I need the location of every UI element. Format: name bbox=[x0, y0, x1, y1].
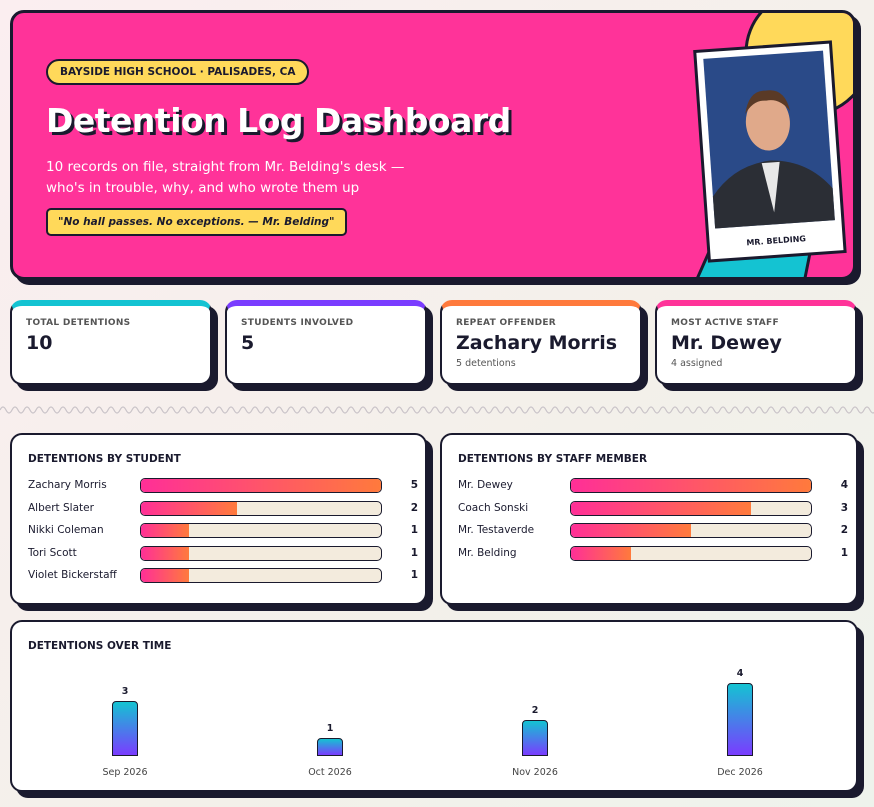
bar-track bbox=[570, 500, 812, 516]
column-value: 4 bbox=[736, 668, 744, 679]
bar bbox=[571, 501, 751, 515]
column: 3 Sep 2026 bbox=[85, 662, 165, 778]
column-bar bbox=[112, 701, 138, 756]
bar-track bbox=[140, 568, 382, 583]
bar-label: Mr. Dewey bbox=[458, 479, 513, 491]
bar-label: Tori Scott bbox=[28, 546, 77, 559]
panel-title: DETENTIONS BY STAFF MEMBER bbox=[458, 453, 648, 465]
bar-label: Coach Sonski bbox=[458, 501, 529, 514]
bar-value: 2 bbox=[410, 501, 418, 514]
bar-track bbox=[570, 545, 812, 561]
page-title: Detention Log Dashboard bbox=[46, 101, 511, 140]
column-value: 1 bbox=[326, 722, 334, 734]
stat-card: REPEAT OFFENDER Zachary Morris 5 detention… bbox=[440, 300, 642, 385]
stat-label: REPEAT OFFENDER bbox=[456, 318, 557, 328]
bar-label: Nikki Coleman bbox=[28, 524, 104, 536]
bar-value: 1 bbox=[840, 546, 848, 559]
bar bbox=[141, 524, 189, 537]
x-label: Dec 2026 bbox=[717, 767, 763, 778]
bar-value: 1 bbox=[410, 524, 418, 536]
photo-card: MR. BELDING bbox=[693, 40, 847, 263]
bar-label: Violet Bickerstaff bbox=[28, 569, 117, 581]
x-label: Oct 2026 bbox=[308, 767, 352, 778]
x-label: Sep 2026 bbox=[102, 767, 148, 778]
time-panel: DETENTIONS OVER TIME 3 Sep 2026 1 Oct 2026 2… bbox=[10, 620, 858, 792]
stat-note: 5 detentions bbox=[456, 358, 516, 369]
stat-value: 10 bbox=[26, 332, 53, 354]
panel-title: DETENTIONS BY STUDENT bbox=[28, 453, 181, 465]
photo-shirt bbox=[761, 161, 780, 213]
bar bbox=[141, 501, 237, 515]
bar-value: 2 bbox=[840, 524, 848, 536]
school-badge: BAYSIDE HIGH SCHOOL · PALISADES, CA bbox=[46, 59, 310, 85]
bar bbox=[141, 569, 189, 582]
bar-track bbox=[140, 500, 382, 516]
column-value: 2 bbox=[531, 704, 539, 716]
bar bbox=[571, 524, 691, 537]
bar-track bbox=[570, 523, 812, 538]
bar-label: Mr. Testaverde bbox=[458, 524, 535, 536]
bar bbox=[141, 546, 189, 560]
column: 2 Nov 2026 bbox=[495, 662, 575, 779]
bar-track bbox=[140, 523, 382, 538]
divider bbox=[0, 406, 874, 414]
bar-value: 3 bbox=[840, 501, 848, 514]
student-panel: DETENTIONS BY STUDENT Zachary Morris 5 Alb… bbox=[10, 433, 427, 605]
bar bbox=[571, 546, 631, 560]
bar-label: Albert Slater bbox=[28, 501, 94, 514]
staff-panel: DETENTIONS BY STAFF MEMBER Mr. Dewey 4 Coa… bbox=[440, 433, 858, 605]
column-bar bbox=[522, 719, 548, 756]
hero: MR. BELDING BAYSIDE HIGH SCHOOL · PALISA… bbox=[10, 10, 856, 280]
x-label: Nov 2026 bbox=[512, 767, 558, 778]
photo-face bbox=[745, 94, 790, 151]
bar-value: 5 bbox=[410, 479, 418, 491]
bar-value: 1 bbox=[410, 546, 418, 559]
bar-label: Mr. Belding bbox=[458, 546, 517, 559]
bar-track bbox=[140, 545, 382, 561]
subtitle: 10 records on file, straight from Mr. Be… bbox=[46, 159, 405, 196]
photo-hair bbox=[745, 90, 791, 115]
photo-caption: MR. BELDING bbox=[746, 234, 806, 247]
stat-card: MOST ACTIVE STAFF Mr. Dewey 4 assigned bbox=[655, 300, 857, 385]
stat-card: STUDENTS INVOLVED 5 bbox=[225, 300, 427, 385]
bar-value: 1 bbox=[410, 569, 418, 581]
stat-value: Mr. Dewey bbox=[671, 332, 782, 354]
stat-label: TOTAL DETENTIONS bbox=[26, 318, 131, 328]
column: 1 Oct 2026 bbox=[290, 662, 370, 778]
column-value: 3 bbox=[121, 686, 129, 698]
panel-title: DETENTIONS OVER TIME bbox=[28, 640, 172, 652]
bar-track bbox=[140, 478, 382, 493]
quote: "No hall passes. No exceptions. — Mr. Be… bbox=[46, 208, 347, 236]
hero-decor: MR. BELDING bbox=[693, 13, 853, 277]
column-bar bbox=[727, 683, 753, 756]
bar bbox=[141, 479, 381, 492]
stat-label: MOST ACTIVE STAFF bbox=[671, 318, 779, 328]
stat-card: TOTAL DETENTIONS 10 bbox=[10, 300, 212, 385]
stat-label: STUDENTS INVOLVED bbox=[241, 318, 354, 328]
column-bar bbox=[317, 737, 343, 756]
bar-track bbox=[570, 478, 812, 493]
stat-value: Zachary Morris bbox=[456, 332, 618, 354]
divider-wave bbox=[0, 406, 874, 414]
bar-label: Zachary Morris bbox=[28, 479, 107, 491]
bar-value: 4 bbox=[840, 479, 848, 491]
stat-value: 5 bbox=[241, 332, 255, 354]
bar bbox=[571, 479, 811, 492]
column: 4 Dec 2026 bbox=[700, 662, 780, 778]
stat-note: 4 assigned bbox=[671, 358, 723, 369]
